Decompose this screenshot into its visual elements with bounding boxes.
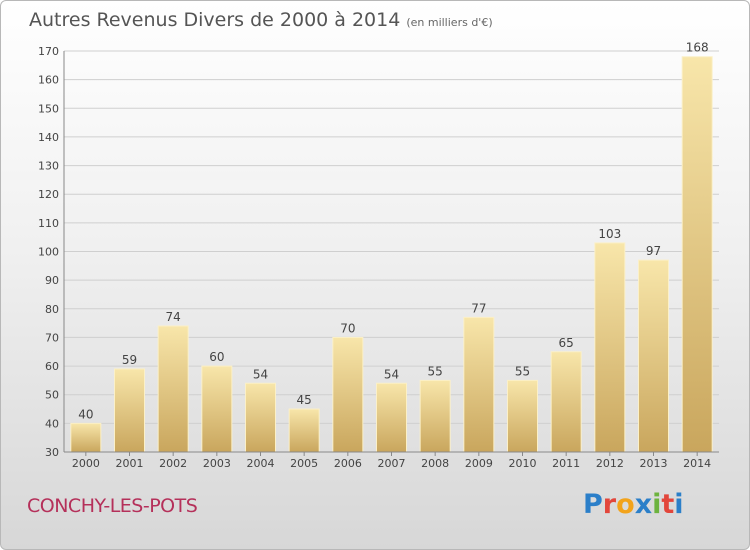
logo-letter: t	[661, 489, 675, 520]
bar-value-label: 65	[559, 336, 574, 350]
bar	[550, 351, 582, 453]
y-tick-label: 30	[45, 446, 59, 459]
bar	[419, 379, 451, 453]
y-tick-label: 60	[45, 360, 59, 373]
y-tick-label: 40	[45, 417, 59, 430]
x-tick-label: 2010	[509, 457, 537, 470]
bar	[114, 368, 145, 453]
y-tick-label: 80	[45, 303, 59, 316]
bar	[201, 365, 233, 453]
bar-value-label: 103	[598, 227, 621, 241]
x-tick-label: 2000	[72, 457, 100, 470]
x-tick-label: 2003	[203, 457, 231, 470]
bar	[638, 259, 669, 453]
bar-value-label: 55	[428, 364, 443, 378]
bar-value-label: 40	[78, 407, 93, 421]
y-tick-label: 150	[38, 102, 59, 115]
y-tick-label: 50	[45, 389, 59, 402]
logo-letter: o	[616, 489, 635, 520]
bar	[507, 379, 538, 453]
bar-value-label: 54	[253, 367, 268, 381]
bar-value-label: 74	[166, 310, 181, 324]
y-tick-label: 140	[38, 131, 59, 144]
x-tick-label: 2006	[334, 457, 362, 470]
y-tick-label: 90	[45, 274, 59, 287]
data-labels: 40 59 74 60 54 45 70 54 55 77 55 65 103 97 168	[78, 41, 708, 422]
x-axis: 2000 2001 2002 2003 2004 2005 2006 2007 2008 2009…	[72, 452, 711, 470]
bar-value-label: 54	[384, 367, 399, 381]
x-tick-label: 2001	[116, 457, 144, 470]
title-text: Autres Revenus Divers de 2000 à 2014	[29, 9, 401, 31]
x-tick-label: 2011	[552, 457, 580, 470]
bar-value-label: 70	[340, 321, 355, 335]
y-tick-label: 110	[38, 217, 59, 230]
x-tick-label: 2002	[159, 457, 187, 470]
bar	[245, 382, 276, 453]
bar	[463, 316, 495, 453]
bar-value-label: 59	[122, 353, 137, 367]
proxiti-logo: Proxiti	[583, 489, 684, 520]
y-tick-label: 130	[38, 160, 59, 173]
bar-value-label: 45	[297, 393, 312, 407]
y-tick-label: 160	[38, 74, 59, 87]
logo-letter: i	[652, 489, 662, 520]
y-tick-label: 120	[38, 188, 59, 201]
x-tick-label: 2008	[421, 457, 449, 470]
bars	[70, 56, 713, 453]
y-tick-label: 100	[38, 246, 59, 259]
bar	[332, 336, 364, 453]
commune-name: CONCHY-LES-POTS	[27, 495, 198, 517]
bar-value-label: 77	[471, 301, 486, 315]
logo-letter: i	[674, 489, 684, 520]
y-tick-label: 170	[38, 45, 59, 58]
x-tick-label: 2004	[247, 457, 275, 470]
chart-subtitle: (en milliers d'€)	[406, 16, 493, 29]
x-tick-label: 2005	[290, 457, 318, 470]
logo-letter: x	[634, 489, 653, 520]
x-tick-label: 2013	[640, 457, 668, 470]
chart-title: Autres Revenus Divers de 2000 à 2014 (en …	[29, 9, 493, 31]
bar	[681, 56, 713, 453]
bar-value-label: 55	[515, 364, 530, 378]
bar	[288, 408, 320, 453]
bar	[70, 422, 102, 453]
bar-value-label: 168	[686, 41, 709, 55]
logo-letter: P	[583, 489, 603, 520]
x-tick-label: 2009	[465, 457, 493, 470]
x-tick-label: 2012	[596, 457, 624, 470]
bar	[376, 382, 407, 453]
bar-value-label: 60	[209, 350, 224, 364]
y-tick-label: 70	[45, 331, 59, 344]
x-tick-label: 2007	[378, 457, 406, 470]
x-tick-label: 2014	[683, 457, 711, 470]
bar	[157, 325, 189, 453]
bar	[594, 242, 626, 453]
bar-value-label: 97	[646, 244, 661, 258]
logo-letter: r	[602, 489, 617, 520]
